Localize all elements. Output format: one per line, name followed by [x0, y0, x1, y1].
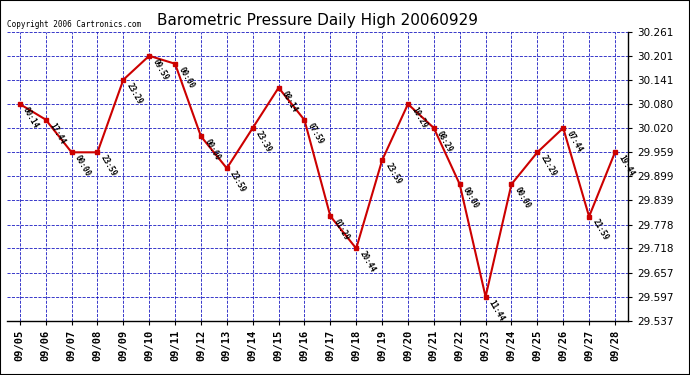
Text: 22:29: 22:29: [539, 154, 558, 178]
Text: 00:00: 00:00: [177, 65, 196, 90]
Text: 01:29: 01:29: [332, 217, 351, 242]
Text: 11:44: 11:44: [487, 298, 506, 322]
Text: 23:59: 23:59: [99, 154, 118, 178]
Text: 23:59: 23:59: [384, 162, 403, 186]
Text: 09:59: 09:59: [150, 57, 170, 82]
Text: 00:00: 00:00: [73, 154, 92, 178]
Text: 21:59: 21:59: [591, 218, 610, 243]
Text: 19:44: 19:44: [616, 154, 635, 178]
Text: 17:44: 17:44: [47, 121, 66, 146]
Text: 00:00: 00:00: [461, 186, 480, 210]
Text: 10:29: 10:29: [409, 105, 428, 130]
Text: Copyright 2006 Cartronics.com: Copyright 2006 Cartronics.com: [7, 20, 141, 29]
Text: 23:29: 23:29: [125, 81, 144, 106]
Text: 08:14: 08:14: [280, 89, 299, 114]
Text: 23:59: 23:59: [228, 170, 248, 194]
Text: 23:39: 23:39: [254, 129, 273, 154]
Text: 20:44: 20:44: [357, 250, 377, 274]
Text: 00:00: 00:00: [202, 138, 221, 162]
Text: 00:14: 00:14: [21, 105, 41, 130]
Text: 08:29: 08:29: [435, 129, 455, 154]
Text: 00:00: 00:00: [513, 186, 532, 210]
Text: Barometric Pressure Daily High 20060929: Barometric Pressure Daily High 20060929: [157, 13, 478, 28]
Text: 07:59: 07:59: [306, 122, 325, 146]
Text: 07:44: 07:44: [564, 129, 584, 154]
